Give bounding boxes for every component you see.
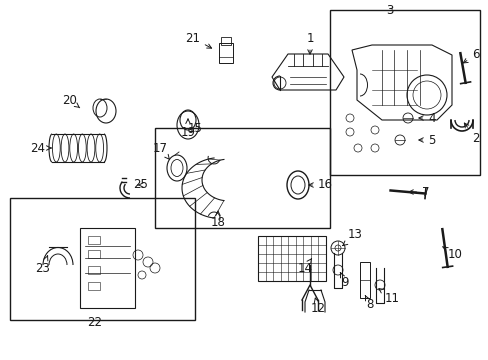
Text: 22: 22 — [87, 316, 102, 329]
Text: 1: 1 — [305, 31, 313, 54]
Bar — [155, 128, 329, 228]
Text: 19: 19 — [180, 119, 195, 139]
Text: 6: 6 — [462, 49, 479, 63]
Text: 2: 2 — [464, 123, 479, 144]
Text: 8: 8 — [365, 296, 373, 311]
Text: 21: 21 — [184, 31, 211, 48]
Text: 4: 4 — [418, 112, 435, 125]
Text: 7: 7 — [408, 185, 428, 198]
Text: 16: 16 — [308, 179, 332, 192]
Bar — [88, 250, 100, 258]
Text: 24: 24 — [30, 141, 51, 154]
Text: 25: 25 — [133, 179, 148, 192]
Bar — [219, 43, 232, 63]
Bar — [258, 235, 325, 280]
Text: 13: 13 — [342, 229, 362, 246]
Bar — [88, 236, 100, 244]
Text: 10: 10 — [442, 247, 462, 261]
Bar — [329, 10, 479, 175]
Text: 12: 12 — [310, 298, 325, 315]
Bar — [88, 282, 100, 290]
Bar — [88, 266, 100, 274]
Text: 14: 14 — [297, 258, 312, 274]
Text: 15: 15 — [187, 122, 202, 135]
Text: 20: 20 — [62, 94, 80, 108]
Text: 5: 5 — [418, 134, 434, 147]
Text: 9: 9 — [340, 273, 348, 288]
Bar — [80, 228, 135, 308]
Text: 18: 18 — [210, 211, 225, 229]
Bar — [359, 262, 369, 298]
Text: 3: 3 — [386, 4, 393, 17]
Text: 23: 23 — [35, 256, 50, 274]
Text: 11: 11 — [378, 289, 399, 305]
Bar — [10, 198, 195, 320]
Text: 17: 17 — [152, 141, 169, 159]
Bar — [221, 37, 230, 45]
